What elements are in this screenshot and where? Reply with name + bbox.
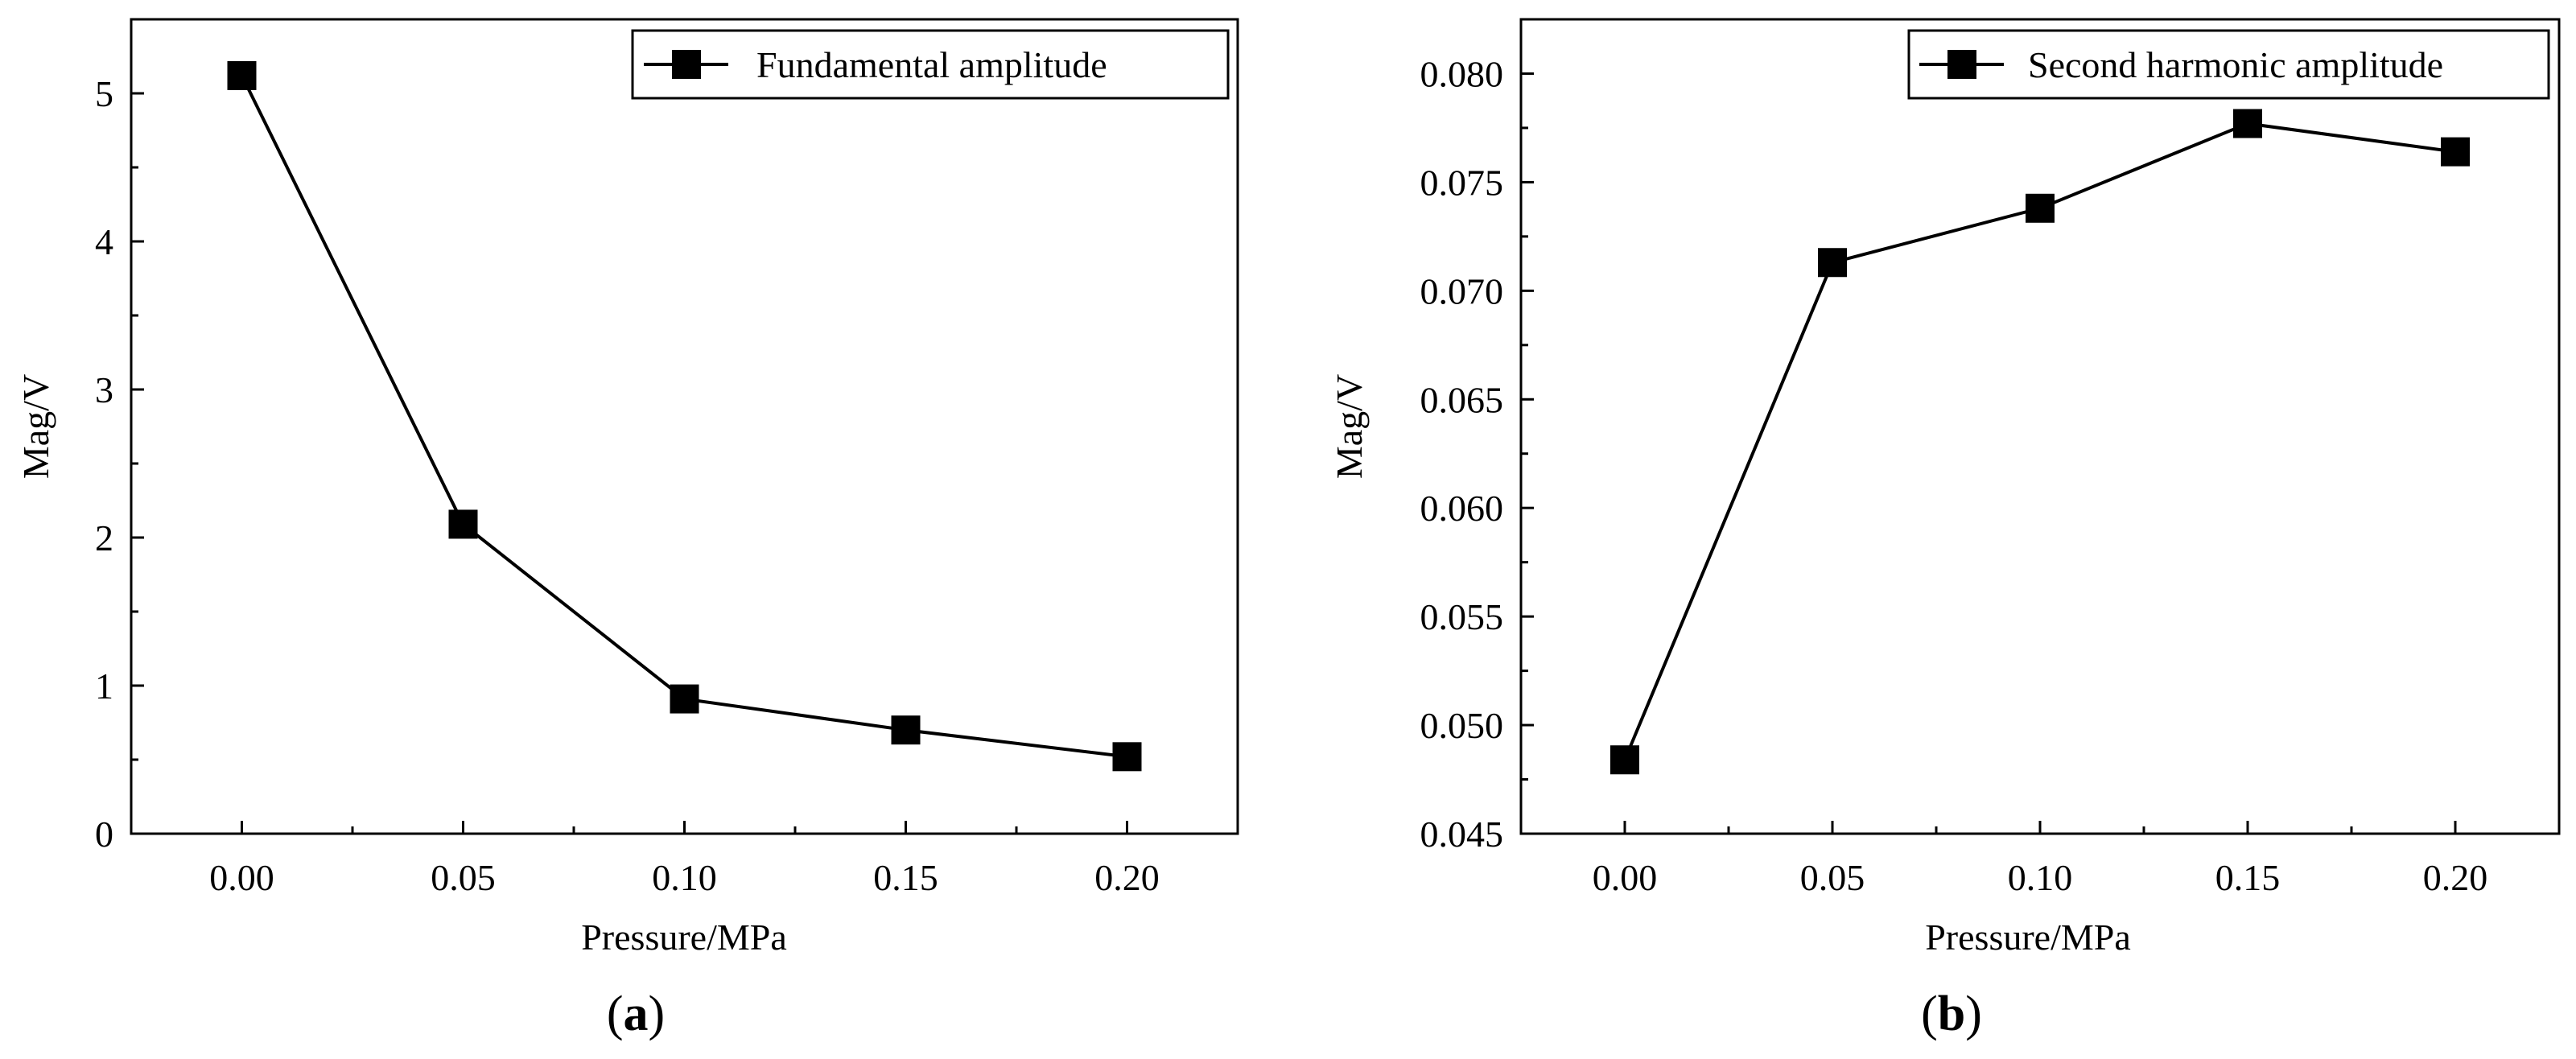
data-point-marker [670,684,699,714]
y-tick-label: 0 [95,814,113,855]
x-axis-ticks-a [241,821,1128,834]
y-tick-label: 0.045 [1420,814,1504,855]
legend-b: Second harmonic amplitude [1907,29,2550,100]
panel-caption-b: (b) [1921,987,1982,1041]
y-tick-label: 0.050 [1420,705,1504,746]
y-tick-label: 2 [95,517,113,558]
y-axis-ticks-a [131,92,144,835]
y-axis-ticks-b [1521,72,1534,835]
legend-box-b [1907,29,2550,100]
plot-frame-b [1519,18,2561,835]
data-point-marker [1112,742,1142,772]
y-tick-label: 0.080 [1420,53,1504,94]
x-tick-label: 0.15 [2215,857,2281,898]
x-tick-label: 0.20 [2423,857,2488,898]
legend-marker-a [672,50,701,79]
x-axis-title-b: Pressure/MPa [1925,917,2131,958]
y-tick-label: 0.075 [1420,162,1504,203]
legend-label-a: Fundamental amplitude [756,44,1107,85]
caption-letter-b: b [1938,987,1965,1041]
y-tick-label: 0.055 [1420,596,1504,637]
chart-panel-b: 0.045 0.050 0.055 0.060 0.065 0.070 0.075 0.080… [1329,18,2561,1041]
x-axis-title-a: Pressure/MPa [581,917,787,958]
caption-paren-open-b: ( [1921,987,1938,1041]
panel-caption-a: (a) [607,987,665,1041]
x-tick-label: 0.00 [209,857,274,898]
x-tick-label: 0.05 [1800,857,1865,898]
x-tick-label: 0.05 [431,857,496,898]
caption-letter-a: a [624,987,649,1041]
x-axis-tick-labels-b: 0.00 0.05 0.10 0.15 0.20 [1593,857,2488,898]
legend-marker-b [1947,50,1976,79]
y-tick-label: 1 [95,665,113,707]
data-point-marker [448,509,478,539]
caption-paren-open-a: ( [607,987,624,1041]
y-axis-title-b: Mag/V [1329,374,1370,479]
x-tick-label: 0.00 [1593,857,1658,898]
series-line [240,75,1127,759]
x-tick-label: 0.15 [873,857,938,898]
x-tick-label: 0.10 [652,857,717,898]
data-point-marker [891,715,921,745]
legend-label-b: Second harmonic amplitude [2028,44,2443,85]
data-point-marker [2233,109,2262,138]
y-tick-label: 5 [95,73,113,114]
legend-a: Fundamental amplitude [631,29,1230,100]
x-tick-label: 0.20 [1094,857,1160,898]
y-axis-tick-labels-a: 0 1 2 3 4 5 [95,73,113,855]
data-point-marker [227,60,257,90]
y-tick-label: 0.065 [1420,379,1504,420]
caption-paren-close-b: ) [1965,987,1982,1041]
data-point-marker [2441,137,2470,167]
x-axis-tick-labels-a: 0.00 0.05 0.10 0.15 0.20 [209,857,1160,898]
series-second-harmonic-amplitude [1610,109,2470,775]
series-fundamental-amplitude [227,60,1142,772]
y-axis-title-a: Mag/V [15,374,56,479]
y-axis-tick-labels-b: 0.045 0.050 0.055 0.060 0.065 0.070 0.075 0.080 [1420,53,1504,855]
x-tick-label: 0.10 [2008,857,2073,898]
legend-box-a [631,29,1230,100]
data-point-marker [1610,745,1639,775]
caption-paren-close-a: ) [649,987,666,1041]
y-tick-label: 0.060 [1420,488,1504,529]
panel-label-b: (b) [1921,987,1982,1041]
data-point-marker [1818,248,1847,278]
panel-label-a: (a) [607,987,665,1041]
chart-panel-a: 0 1 2 3 4 5 0.00 0.05 0.10 0.15 0.20 Pressure/MPa… [15,18,1239,1041]
x-axis-ticks-b [1623,821,2457,834]
y-tick-label: 0.070 [1420,270,1504,311]
y-tick-label: 4 [95,221,113,262]
y-tick-label: 3 [95,369,113,410]
data-point-marker [2026,193,2055,223]
